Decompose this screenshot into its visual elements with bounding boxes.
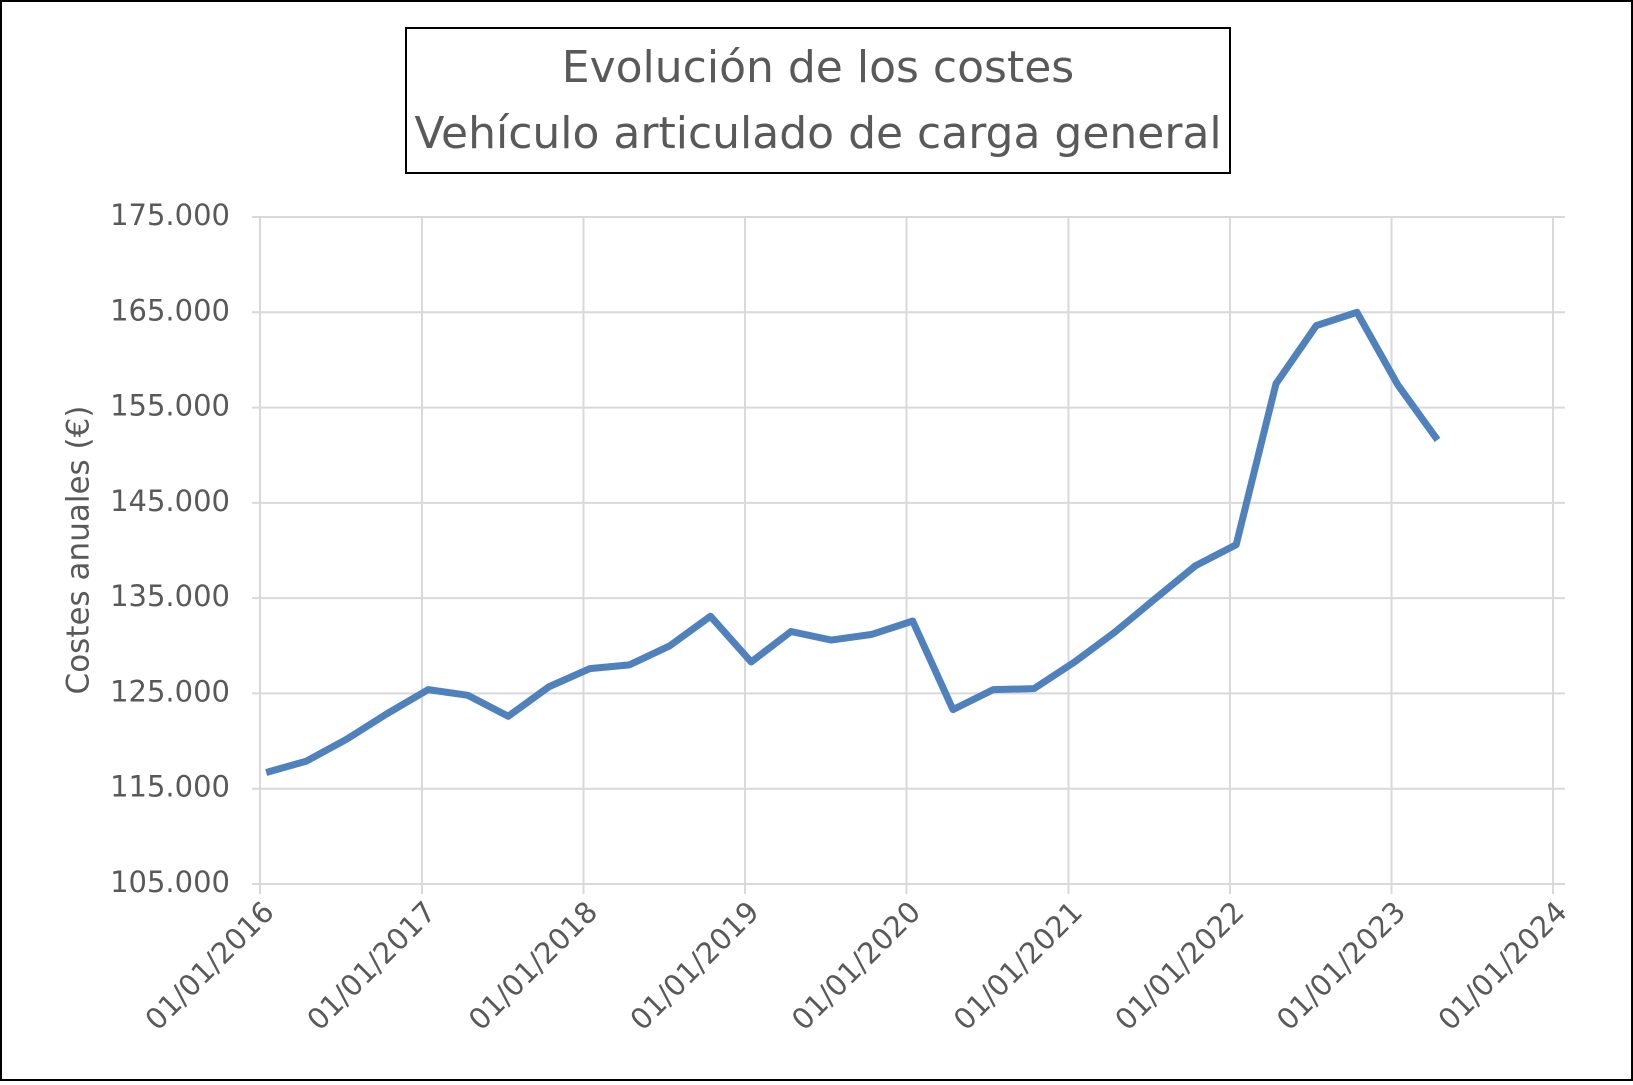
y-tick-label: 145.000 [110,484,230,518]
title-box [405,27,1231,174]
y-tick-label: 115.000 [110,770,230,804]
chart-title: Evolución de los costes [562,42,1074,93]
y-tick-label: 135.000 [110,579,230,613]
y-axis-label: Costes anuales (€) [61,406,97,695]
chart-subtitle: Vehículo articulado de carga general [414,108,1221,159]
y-tick-label: 175.000 [110,198,230,232]
y-tick-label: 155.000 [110,389,230,423]
line-series [265,308,1441,776]
y-tick-label: 125.000 [110,674,230,708]
y-tick-label: 105.000 [110,865,230,899]
y-tick-label: 165.000 [110,293,230,327]
